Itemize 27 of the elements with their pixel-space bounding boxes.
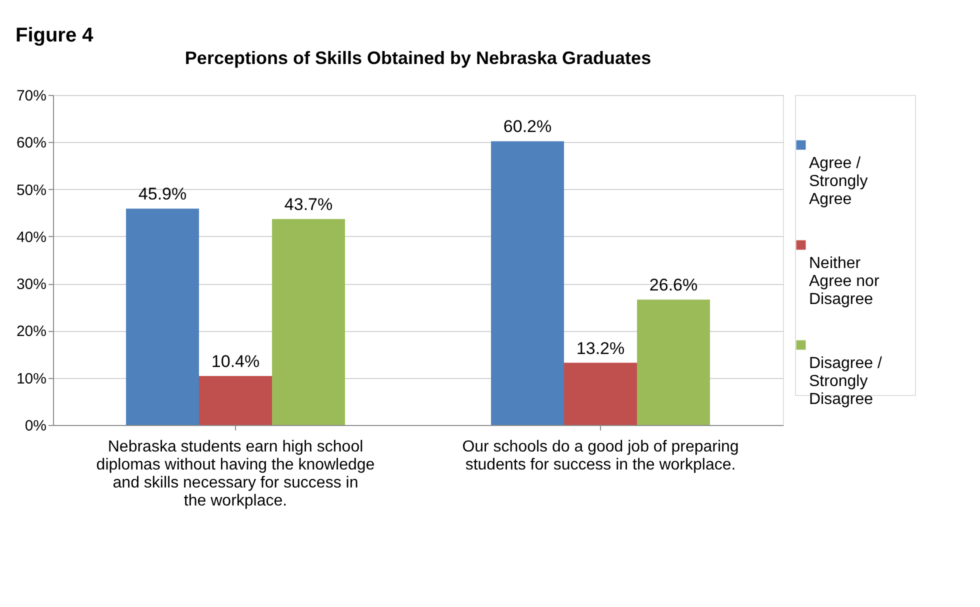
x-tick-label: Our schools do a good job of preparing students for success in the workplace. xyxy=(462,438,739,474)
bar xyxy=(564,362,637,425)
bar xyxy=(491,141,564,425)
y-tick-label: 60% xyxy=(16,134,46,152)
data-label: 10.4% xyxy=(211,352,260,371)
data-label: 60.2% xyxy=(503,117,552,136)
y-tick-label: 40% xyxy=(16,228,46,246)
bar xyxy=(126,208,199,425)
y-tick-label: 70% xyxy=(16,88,46,104)
data-label: 26.6% xyxy=(649,276,698,295)
bar xyxy=(199,376,272,425)
chart-title: Perceptions of Skills Obtained by Nebraska Graduates xyxy=(184,48,652,68)
legend-label: Agree / Strongly Agree xyxy=(809,155,868,208)
y-tick-label: 0% xyxy=(24,418,46,434)
data-label: 13.2% xyxy=(576,338,625,358)
bar xyxy=(637,300,710,425)
x-tick-label: Nebraska students earn high school diplomas without having the knowledge and skills necessary for success in the workplace. xyxy=(96,438,375,510)
bar xyxy=(272,218,345,425)
legend-label: Disagree / Strongly Disagree xyxy=(809,355,882,408)
data-label: 43.7% xyxy=(284,194,333,214)
legend-label: Neither Agree nor Disagree xyxy=(809,255,880,308)
y-tick-label: 10% xyxy=(16,370,46,388)
y-tick-label: 50% xyxy=(16,182,46,199)
y-tick-label: 20% xyxy=(16,323,46,340)
y-tick-label: 30% xyxy=(16,276,46,294)
data-label: 45.9% xyxy=(138,184,187,204)
caption: Figure 4 xyxy=(15,24,94,46)
